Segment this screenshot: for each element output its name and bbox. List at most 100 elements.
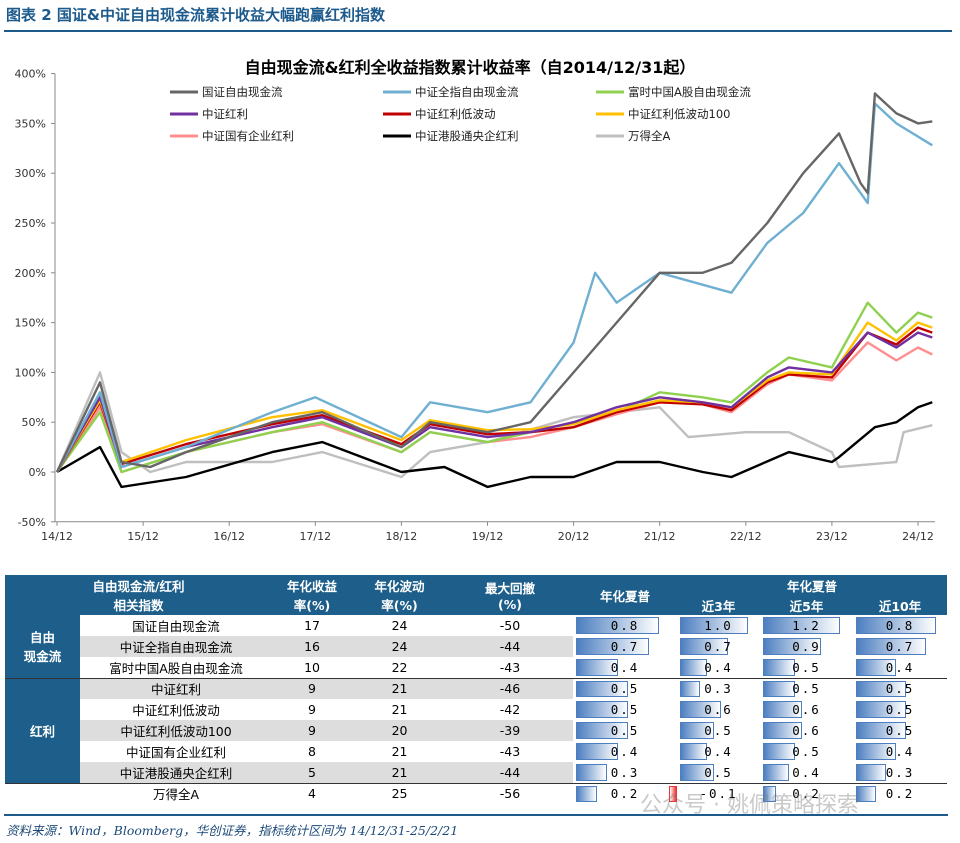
max-drawdown: -42 [499, 702, 521, 717]
index-name: 中证国有企业红利 [126, 745, 227, 760]
sharpe-sharpe-cell: 0.8 [573, 615, 677, 636]
title-divider [4, 30, 952, 32]
header-volatility: 年化波动 率(%) [352, 575, 448, 615]
sharpe-value: 0.5 [704, 764, 733, 780]
annual-volatility: 21 [352, 762, 448, 783]
header-3y: 近3年 [677, 595, 761, 615]
sharpe-value: 0.6 [704, 702, 733, 717]
group-label-empty [5, 783, 80, 804]
y-tick-label: 300% [15, 167, 46, 180]
sharpe-value: 0.4 [885, 659, 915, 675]
header-index: 自由现金流/红利 相关指数 [5, 575, 273, 615]
annual-volatility: 25 [391, 786, 408, 802]
sharpe-sharpe-cell: 0.4 [573, 741, 677, 762]
sharpe-sharpe-cell: 0.5 [573, 720, 677, 741]
series-line-0 [55, 92, 933, 473]
sharpe-y10-cell: 0.8 [853, 615, 947, 636]
chart-title: 自由现金流&红利全收益指数累计收益率（自2014/12/31起） [245, 58, 696, 77]
table-row: 中证红利低波动100 9 20 -39 0.5 0.5 0.6 0.5 [5, 720, 947, 741]
sharpe-value: 0.2 [610, 786, 640, 802]
max-drawdown: -44 [447, 636, 574, 657]
y-tick-label: 50% [22, 416, 46, 429]
sharpe-y3-cell: 1.0 [677, 615, 760, 636]
sharpe-value: 0.2 [792, 786, 821, 802]
sharpe-bar [856, 617, 936, 634]
index-name: 中证红利低波动100 [80, 720, 273, 741]
sharpe-value: 0.5 [885, 702, 915, 717]
sharpe-value: 0.5 [792, 659, 821, 675]
sharpe-y3-cell: 0.7 [677, 636, 760, 657]
y-tick-label: 400% [15, 68, 46, 81]
legend-label: 万得全A [628, 129, 670, 143]
sharpe-value: 0.5 [885, 681, 915, 697]
annual-return: 16 [272, 636, 353, 657]
x-tick-label: 15/12 [127, 530, 159, 543]
figure-title: 图表 2 国证&中证自由现金流累计收益大幅跑赢红利指数 [6, 6, 385, 24]
sharpe-y10-cell: 0.3 [853, 762, 947, 783]
group-label-fcf: 自由 现金流 [5, 615, 80, 678]
table-row: 中证全指自由现金流 16 24 -44 0.7 0.7 0.9 0.7 [5, 636, 947, 657]
x-tick-label: 17/12 [299, 530, 331, 543]
annual-return: 9 [272, 678, 353, 699]
sharpe-bar [763, 764, 789, 781]
max-drawdown: -50 [499, 618, 521, 633]
sharpe-value: 0.5 [610, 723, 640, 738]
table-row: 中证国有企业红利 8 21 -43 0.4 0.4 0.5 0.4 [5, 741, 947, 762]
y-tick-label: 100% [15, 366, 46, 379]
sharpe-y5-cell: 0.2 [760, 783, 853, 804]
sharpe-bar [576, 617, 660, 634]
sharpe-sharpe-cell: 0.2 [573, 783, 677, 804]
sharpe-bar [763, 638, 821, 655]
max-drawdown: -46 [447, 678, 574, 699]
max-drawdown: -56 [499, 786, 521, 802]
series-line-7 [56, 401, 933, 489]
sharpe-y3-cell: -0.1 [669, 783, 760, 804]
legend-label: 中证红利 [202, 107, 248, 121]
sharpe-value: 1.2 [792, 618, 821, 633]
sharpe-y10-cell: 0.4 [853, 741, 947, 762]
sharpe-y3-cell: 0.5 [677, 762, 760, 783]
sharpe-y3-cell: 0.4 [677, 741, 760, 762]
annual-return: 5 [272, 762, 353, 783]
x-tick-label: 24/12 [902, 530, 934, 543]
sharpe-bar [680, 743, 708, 760]
watermark: 公众号 · 姚佩策略探索 [640, 793, 859, 818]
sharpe-bar [763, 659, 796, 676]
sharpe-value: 0.9 [792, 639, 821, 654]
sharpe-y10-cell: 0.7 [853, 636, 947, 657]
table-row: 中证港股通央企红利 5 21 -44 0.3 0.5 0.4 0.3 [5, 762, 947, 783]
sharpe-y10-cell: 0.4 [853, 657, 947, 678]
annual-return: 17 [304, 618, 320, 633]
cumulative-return-chart: 自由现金流&红利全收益指数累计收益率（自2014/12/31起） 国证自由现金流… [15, 58, 935, 543]
header-sharpe: 年化夏普 [573, 575, 678, 615]
sharpe-value: 0.5 [792, 681, 821, 697]
index-name: 富时中国A股自由现金流 [109, 660, 243, 676]
table-row: 自由 现金流 国证自由现金流 17 24 -50 0.8 1.0 1.2 0.8 [5, 615, 947, 678]
sharpe-bar [856, 659, 896, 676]
chart-series [55, 92, 933, 489]
table-row: 万得全A 4 25 -56 0.2 -0.1 0.2 0.2 [5, 783, 948, 804]
sharpe-bar [856, 785, 876, 802]
annual-volatility: 21 [352, 678, 448, 699]
annual-volatility: 24 [391, 618, 408, 633]
sharpe-sharpe-cell: 0.5 [573, 699, 677, 720]
table-row: 中证红利低波动 9 21 -42 0.5 0.6 0.6 0.5 [5, 699, 947, 720]
legend-label: 中证国有企业红利 [202, 129, 294, 143]
max-drawdown: -43 [499, 659, 521, 675]
table-row: 红利 中证红利 9 21 -46 0.5 0.3 0.5 0.5 [5, 678, 948, 783]
sharpe-value: 0.4 [792, 764, 821, 780]
sharpe-y3-cell: 0.4 [677, 657, 760, 678]
sharpe-value: 0.5 [704, 723, 733, 738]
table-row: 富时中国A股自由现金流 10 22 -43 0.4 0.4 0.5 0.4 [5, 657, 947, 678]
sharpe-value: 0.3 [885, 764, 915, 780]
sharpe-value: 0.4 [610, 744, 640, 759]
max-drawdown: -39 [447, 720, 574, 741]
sharpe-bar [856, 764, 886, 781]
annual-volatility: 22 [391, 659, 408, 675]
legend-label: 中证港股通央企红利 [415, 129, 519, 143]
index-name: 万得全A [152, 787, 200, 803]
x-tick-label: 21/12 [644, 530, 676, 543]
sharpe-y3-cell: 0.3 [677, 678, 760, 699]
sharpe-bar [856, 701, 906, 718]
sharpe-value: 0.4 [885, 744, 915, 759]
